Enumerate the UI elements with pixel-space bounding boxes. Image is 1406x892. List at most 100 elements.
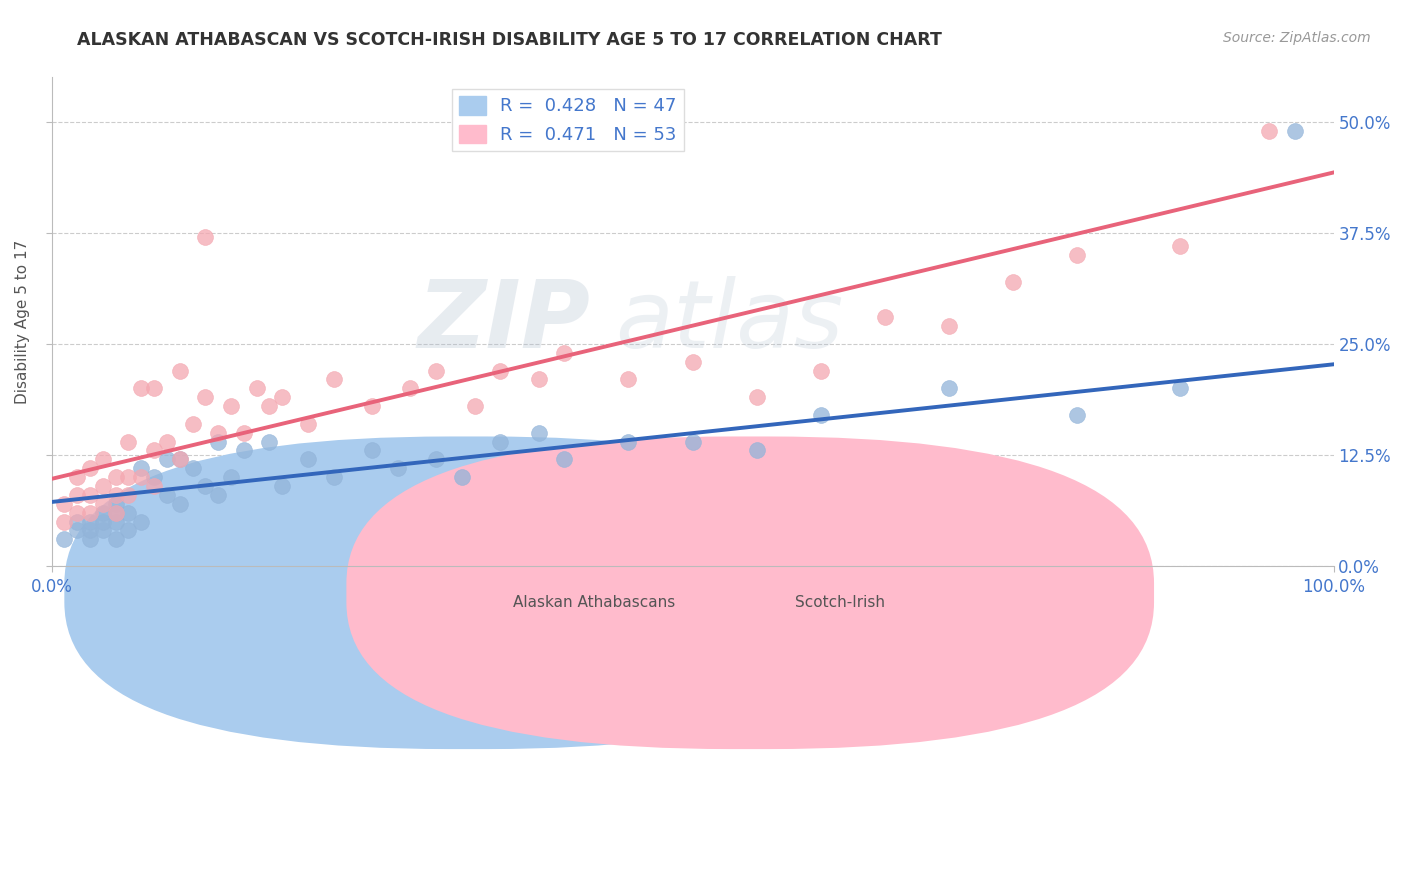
Point <box>464 399 486 413</box>
Point <box>1168 381 1191 395</box>
Point <box>489 363 512 377</box>
Point <box>297 452 319 467</box>
FancyBboxPatch shape <box>346 436 1154 749</box>
Point <box>79 515 101 529</box>
Point <box>1066 408 1088 422</box>
Point <box>425 363 447 377</box>
Point <box>79 506 101 520</box>
Point <box>1001 275 1024 289</box>
Point <box>745 443 768 458</box>
Point <box>79 524 101 538</box>
Point <box>66 506 89 520</box>
Point <box>156 452 179 467</box>
Text: 100.0%: 100.0% <box>1302 578 1365 596</box>
Point <box>143 443 166 458</box>
Point <box>104 533 127 547</box>
Point <box>873 310 896 325</box>
Point <box>91 479 114 493</box>
Point <box>232 425 254 440</box>
Point <box>682 434 704 449</box>
Point <box>66 488 89 502</box>
FancyBboxPatch shape <box>65 436 872 749</box>
Point <box>246 381 269 395</box>
Point <box>169 452 191 467</box>
Point <box>143 479 166 493</box>
Point <box>810 408 832 422</box>
Point <box>271 479 294 493</box>
Point <box>156 434 179 449</box>
Point <box>169 363 191 377</box>
Point <box>489 434 512 449</box>
Point <box>117 470 139 484</box>
Point <box>527 425 550 440</box>
Point <box>259 399 281 413</box>
Point <box>66 470 89 484</box>
Point <box>207 434 229 449</box>
Point <box>361 443 384 458</box>
Point <box>104 515 127 529</box>
Point <box>53 533 76 547</box>
Point <box>322 372 344 386</box>
Y-axis label: Disability Age 5 to 17: Disability Age 5 to 17 <box>15 240 30 404</box>
Point <box>259 434 281 449</box>
Point <box>104 470 127 484</box>
Text: ZIP: ZIP <box>418 276 591 368</box>
Point <box>297 417 319 431</box>
Point <box>91 452 114 467</box>
Point <box>1168 239 1191 253</box>
Point <box>104 488 127 502</box>
Point <box>66 524 89 538</box>
Point <box>938 319 960 334</box>
Legend: R =  0.428   N = 47, R =  0.471   N = 53: R = 0.428 N = 47, R = 0.471 N = 53 <box>451 89 683 151</box>
Point <box>938 381 960 395</box>
Point <box>117 524 139 538</box>
Point <box>143 381 166 395</box>
Point <box>194 390 217 404</box>
Point <box>219 399 242 413</box>
Point <box>527 372 550 386</box>
Point <box>91 506 114 520</box>
Point <box>553 452 575 467</box>
Point <box>194 230 217 244</box>
Point <box>450 470 472 484</box>
Point <box>271 390 294 404</box>
Point <box>194 479 217 493</box>
Point <box>181 417 204 431</box>
Text: Source: ZipAtlas.com: Source: ZipAtlas.com <box>1223 31 1371 45</box>
Point <box>207 425 229 440</box>
Text: 0.0%: 0.0% <box>31 578 73 596</box>
Point <box>91 515 114 529</box>
Point <box>117 434 139 449</box>
Point <box>169 497 191 511</box>
Point <box>399 381 422 395</box>
Point <box>79 488 101 502</box>
Point <box>387 461 409 475</box>
Point <box>181 461 204 475</box>
Point <box>129 470 152 484</box>
Point <box>156 488 179 502</box>
Point <box>361 399 384 413</box>
Point <box>207 488 229 502</box>
Point <box>53 497 76 511</box>
Point <box>1284 124 1306 138</box>
Point <box>425 452 447 467</box>
Point <box>1066 248 1088 262</box>
Text: atlas: atlas <box>616 277 844 368</box>
Point <box>104 506 127 520</box>
Point <box>129 381 152 395</box>
Point <box>553 345 575 359</box>
Point <box>1258 124 1281 138</box>
Point <box>117 488 139 502</box>
Point <box>66 515 89 529</box>
Point <box>232 443 254 458</box>
Point <box>104 497 127 511</box>
Point <box>117 506 139 520</box>
Point <box>79 533 101 547</box>
Text: Scotch-Irish: Scotch-Irish <box>794 595 886 610</box>
Point <box>129 461 152 475</box>
Point <box>143 470 166 484</box>
Point <box>682 354 704 368</box>
Point <box>810 363 832 377</box>
Point <box>219 470 242 484</box>
Point <box>91 524 114 538</box>
